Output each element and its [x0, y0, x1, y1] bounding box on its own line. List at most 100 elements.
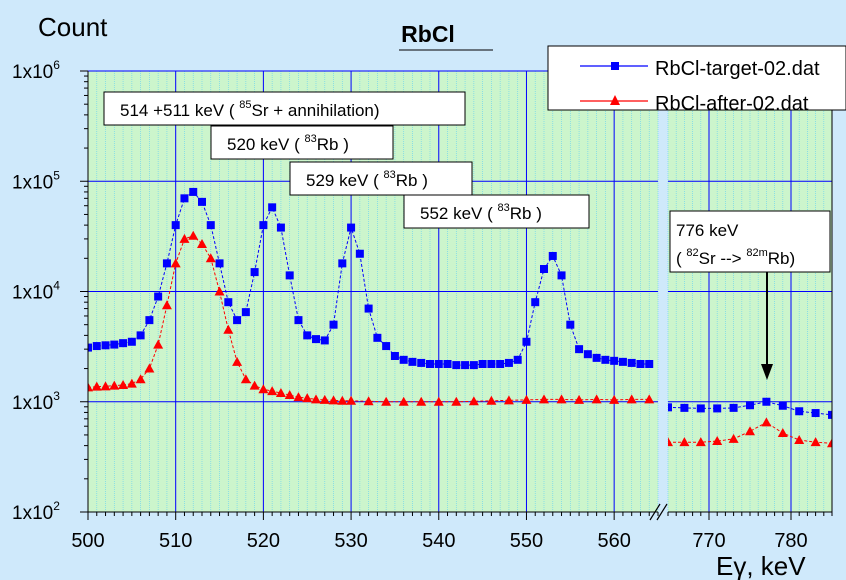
- annotation-box-552: [403, 194, 590, 229]
- data-point-triangle: [644, 394, 655, 404]
- data-point-square: [601, 355, 610, 364]
- data-point-square: [259, 221, 268, 230]
- data-point-triangle: [302, 393, 313, 403]
- data-point-square: [504, 358, 513, 367]
- data-point-triangle: [827, 438, 832, 448]
- data-point-square: [162, 259, 171, 268]
- annotation-box-529: [289, 161, 473, 196]
- series-1-group: [88, 230, 655, 406]
- data-point-square: [338, 259, 347, 268]
- series-1-group: [668, 417, 832, 448]
- data-point-square: [762, 397, 771, 406]
- data-point-square: [189, 187, 198, 196]
- data-point-square: [548, 251, 557, 260]
- series-0-group: [668, 397, 832, 419]
- legend-label-blue: RbCl-target-02.dat: [655, 58, 820, 80]
- data-point-triangle: [810, 437, 821, 447]
- x-tick-label: 510: [159, 530, 192, 552]
- data-point-triangle: [591, 394, 602, 404]
- callout-arrowhead: [761, 364, 773, 380]
- data-point-triangle: [179, 233, 190, 243]
- data-point-square: [426, 359, 434, 368]
- data-point-triangle: [275, 388, 286, 398]
- data-point-square: [452, 361, 461, 370]
- series-layer: [88, 187, 832, 448]
- y-tick-label: 1x103: [12, 389, 60, 414]
- data-point-square: [303, 331, 312, 340]
- series-1-line: [88, 235, 650, 403]
- data-point-square: [382, 342, 391, 351]
- x-tick-label: 500: [71, 530, 104, 552]
- data-point-triangle: [381, 396, 392, 406]
- data-point-square: [154, 292, 163, 301]
- data-point-square: [92, 342, 101, 351]
- data-point-square: [320, 336, 329, 345]
- data-point-triangle: [794, 434, 805, 444]
- data-point-triangle: [626, 394, 637, 404]
- data-point-triangle: [249, 380, 260, 390]
- data-point-square: [668, 403, 672, 412]
- y-axis-label: Count: [38, 12, 108, 42]
- data-point-triangle: [267, 386, 278, 396]
- data-point-triangle: [319, 394, 330, 404]
- data-point-triangle: [88, 382, 93, 392]
- data-point-square: [461, 361, 470, 370]
- annotation-514: 514 +511 keV ( 85Sr + annihilation): [120, 99, 380, 120]
- data-point-triangle: [728, 433, 739, 443]
- data-point-triangle: [745, 426, 755, 436]
- data-point-square: [215, 259, 224, 268]
- data-point-triangle: [503, 395, 514, 405]
- data-point-square: [329, 320, 338, 329]
- data-point-triangle: [609, 394, 620, 404]
- data-point-triangle: [240, 374, 251, 384]
- data-point-square: [294, 316, 303, 325]
- data-point-square: [811, 409, 820, 418]
- axis-labels: 1x102 1x103 1x104 1x105 1x106 500 510 520 530 540…: [12, 58, 833, 552]
- callout-box-776: [669, 210, 831, 273]
- data-point-square: [566, 320, 575, 329]
- series-1-line: [668, 421, 832, 444]
- annotation-552: 552 keV ( 83Rb ): [420, 202, 542, 223]
- data-point-square: [729, 403, 738, 412]
- legend-box: [547, 45, 846, 111]
- x-tick-label: 770: [692, 530, 725, 552]
- data-point-square: [145, 316, 154, 325]
- data-point-square: [540, 264, 548, 273]
- data-point-triangle: [258, 384, 269, 394]
- data-point-triangle: [679, 437, 690, 447]
- data-point-triangle: [126, 378, 137, 388]
- data-point-square: [828, 410, 832, 419]
- data-point-square: [531, 298, 540, 307]
- x-tick-label: 530: [334, 530, 367, 552]
- data-point-triangle: [574, 394, 585, 404]
- data-point-triangle: [284, 390, 295, 400]
- x-tick-label: 540: [422, 530, 455, 552]
- data-point-square: [364, 304, 373, 313]
- annotation-box-514: [103, 91, 466, 126]
- data-point-square: [268, 203, 277, 212]
- data-point-triangle: [398, 396, 409, 406]
- axis-break-mark: [649, 503, 668, 521]
- data-point-triangle: [170, 258, 181, 268]
- x-axis-label: Eγ, keV: [716, 551, 806, 580]
- data-point-square: [778, 401, 787, 410]
- x-tick-label: 520: [247, 530, 280, 552]
- data-point-square: [618, 357, 627, 366]
- data-point-square: [276, 223, 285, 232]
- data-point-triangle: [311, 394, 321, 404]
- data-point-square: [636, 359, 645, 368]
- data-point-square: [610, 356, 619, 365]
- data-point-triangle: [232, 356, 243, 366]
- data-point-square: [575, 345, 584, 354]
- data-point-triangle: [100, 381, 111, 391]
- chart-title: RbCl: [401, 21, 455, 47]
- data-point-square: [713, 404, 722, 413]
- data-point-triangle: [144, 363, 155, 373]
- data-point-triangle: [451, 396, 462, 406]
- y-tick-label: 1x104: [12, 279, 60, 304]
- data-point-triangle: [416, 396, 427, 406]
- data-point-triangle: [135, 374, 146, 384]
- data-point-square: [408, 357, 417, 366]
- data-point-triangle: [91, 381, 102, 391]
